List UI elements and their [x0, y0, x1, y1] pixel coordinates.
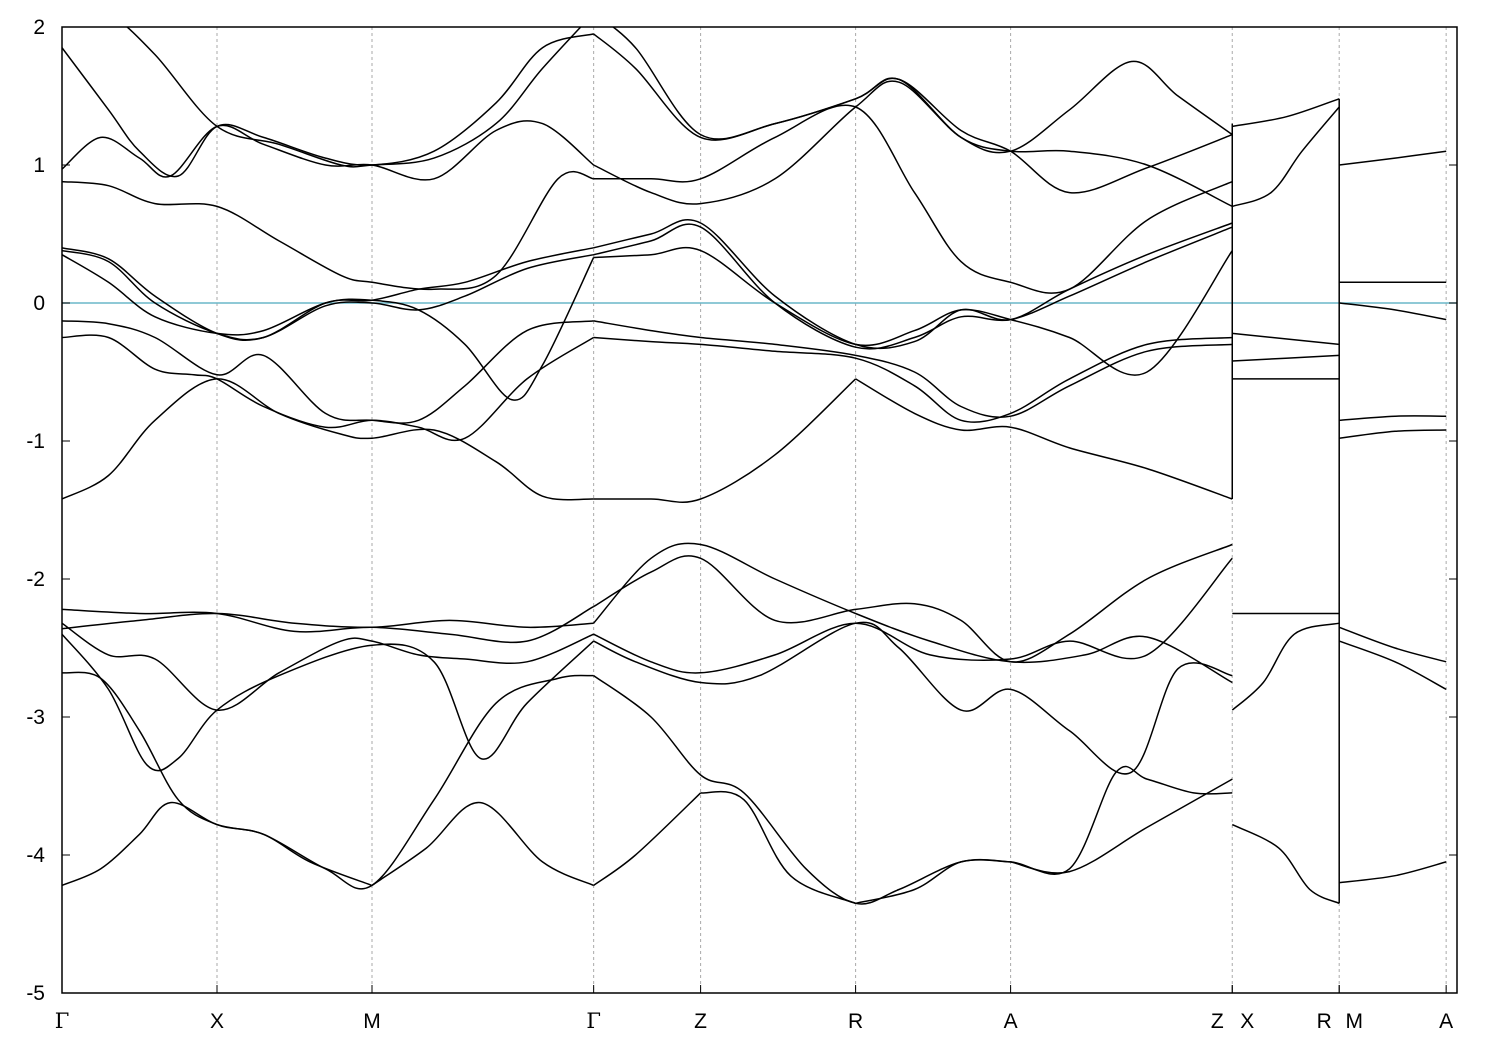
- band-line: [593, 378, 857, 503]
- band-line: [1338, 626, 1447, 663]
- y-axis: -5 -4 -3 -2 -1 0 1 2: [26, 16, 1457, 1005]
- x-tick-label: Z: [1211, 1010, 1224, 1033]
- band-line: [62, 249, 594, 341]
- band-line: [1231, 823, 1340, 904]
- band-line: [62, 247, 594, 342]
- x-tick-label: A: [1439, 1010, 1453, 1033]
- x-tick-label: R: [848, 1010, 863, 1033]
- series-layer: [62, 27, 1447, 905]
- band-line: [125, 27, 582, 168]
- band-line: [700, 790, 856, 904]
- x-tick-label: R: [1317, 1010, 1332, 1033]
- band-line: [1232, 98, 1340, 128]
- band-line: [855, 378, 1233, 500]
- band-line: [1339, 861, 1447, 884]
- y-tick-label: -5: [26, 982, 45, 1005]
- x-tick-label: Γ: [586, 1009, 601, 1033]
- band-line: [62, 622, 594, 711]
- band-line: [62, 378, 594, 501]
- y-tick-label: -3: [26, 706, 45, 729]
- band-line: [62, 120, 595, 181]
- band-line: [62, 612, 594, 630]
- band-line: [593, 542, 1233, 684]
- x-tick-label: M: [363, 1010, 381, 1033]
- y-tick-label: 1: [33, 154, 45, 177]
- band-line: [593, 223, 1233, 350]
- y-tick-label: 0: [33, 292, 45, 315]
- band-line: [62, 633, 595, 772]
- band-line: [62, 605, 594, 644]
- y-tick-label: -2: [26, 568, 45, 591]
- band-line: [593, 104, 1233, 294]
- band-line: [611, 27, 1233, 194]
- x-tick-label: M: [1345, 1010, 1363, 1033]
- band-line: [593, 543, 1233, 663]
- band-line: [593, 621, 1233, 775]
- y-tick-label: -4: [26, 844, 45, 867]
- band-line: [1338, 640, 1447, 691]
- band-line: [371, 801, 594, 887]
- band-line: [593, 219, 1233, 350]
- x-tick-label: X: [1240, 1010, 1254, 1033]
- band-line: [593, 336, 1233, 423]
- band-line: [593, 80, 1233, 208]
- band-line: [1232, 332, 1340, 346]
- band-line: [593, 246, 1233, 376]
- grid-layer: [216, 27, 1447, 993]
- x-tick-label: A: [1004, 1010, 1018, 1033]
- y-tick-label: -1: [26, 430, 45, 453]
- band-line: [593, 33, 1233, 154]
- band-line: [62, 320, 594, 424]
- plot-frame: [61, 26, 1458, 994]
- band-line: [855, 859, 1011, 905]
- band-line: [62, 170, 594, 291]
- band-line: [1232, 106, 1340, 208]
- band-line: [62, 801, 373, 887]
- band-line: [1339, 150, 1447, 166]
- band-line: [1339, 429, 1447, 439]
- band-line: [1232, 354, 1340, 362]
- x-tick-label: Γ: [55, 1009, 70, 1033]
- band-line: [62, 334, 594, 442]
- band-line: [62, 254, 595, 401]
- band-line: [593, 557, 1233, 674]
- band-line: [1339, 302, 1447, 321]
- band-line: [62, 33, 594, 178]
- x-tick-label: Z: [694, 1010, 707, 1033]
- x-tick-label: X: [210, 1010, 224, 1033]
- band-line: [1231, 622, 1340, 711]
- y-tick-label: 2: [33, 16, 45, 39]
- band-line: [1339, 415, 1447, 422]
- band-line: [593, 792, 702, 887]
- band-line: [593, 320, 1233, 418]
- band-line: [593, 674, 1233, 905]
- band-line: [62, 671, 594, 890]
